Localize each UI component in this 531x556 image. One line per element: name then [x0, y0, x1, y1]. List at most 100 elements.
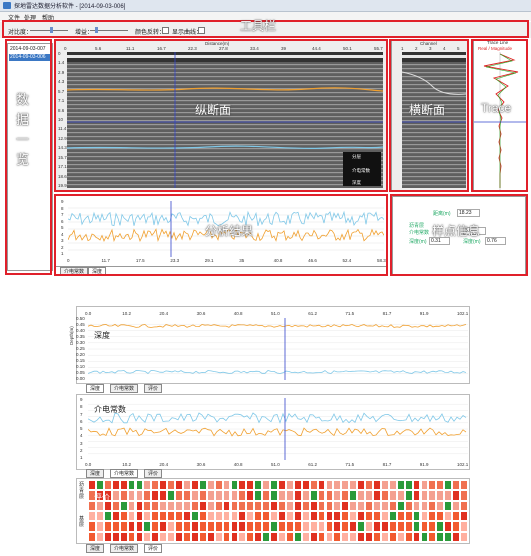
evaluation-cell[interactable]	[285, 500, 294, 511]
evaluation-cell[interactable]	[388, 490, 397, 501]
evaluation-cell[interactable]	[254, 521, 263, 532]
evaluation-cell[interactable]	[246, 521, 255, 532]
evaluation-cell[interactable]	[420, 500, 429, 511]
evaluation-cell[interactable]	[317, 500, 326, 511]
menu-process[interactable]: 处理	[24, 16, 37, 22]
evaluation-cell[interactable]	[396, 531, 405, 542]
evaluation-cell[interactable]	[301, 531, 310, 542]
data-list-item[interactable]: 2014-09-03-007	[10, 46, 46, 52]
evaluation-cell[interactable]	[262, 531, 271, 542]
evaluation-cell[interactable]	[428, 521, 437, 532]
evaluation-cell[interactable]	[333, 521, 342, 532]
evaluation-cell[interactable]	[88, 480, 96, 491]
evaluation-cell[interactable]	[119, 531, 128, 542]
evaluation-cell[interactable]	[111, 480, 120, 491]
evaluation-cell[interactable]	[317, 531, 326, 542]
evaluation-cell[interactable]	[301, 500, 310, 511]
evaluation-cell[interactable]	[151, 521, 160, 532]
evaluation-cell[interactable]	[341, 480, 350, 491]
evaluation-cell[interactable]	[143, 511, 152, 522]
evaluation-cell[interactable]	[198, 500, 207, 511]
evaluation-cell[interactable]	[460, 480, 468, 491]
evaluation-cell[interactable]	[341, 490, 350, 501]
depth-plot[interactable]	[88, 318, 468, 380]
evaluation-cell[interactable]	[159, 500, 168, 511]
evaluation-cell[interactable]	[88, 521, 96, 532]
evaluation-cell[interactable]	[436, 480, 445, 491]
evaluation-cell[interactable]	[119, 490, 128, 501]
evaluation-cell[interactable]	[167, 521, 176, 532]
evaluation-cell[interactable]	[254, 480, 263, 491]
evaluation-cell[interactable]	[278, 531, 286, 542]
evaluation-cell[interactable]	[365, 500, 373, 511]
evaluation-cell[interactable]	[222, 531, 231, 542]
evaluation-cell[interactable]	[230, 511, 239, 522]
evaluation-cell[interactable]	[198, 531, 207, 542]
evaluation-cell[interactable]	[357, 500, 366, 511]
evaluation-cell[interactable]	[95, 511, 104, 522]
evaluation-cell[interactable]	[206, 531, 215, 542]
data-list-item-selected[interactable]: 2014-09-03-006	[9, 54, 52, 61]
evaluation-cell[interactable]	[246, 500, 255, 511]
evaluation-cell[interactable]	[183, 500, 191, 511]
evaluation-cell[interactable]	[254, 500, 263, 511]
evaluation-cell[interactable]	[293, 500, 302, 511]
evaluation-cell[interactable]	[278, 521, 286, 532]
evaluation-cell[interactable]	[167, 490, 176, 501]
evaluation-cell[interactable]	[349, 490, 358, 501]
depth-tab-depth[interactable]: 深度	[86, 384, 105, 393]
evaluation-cell[interactable]	[325, 480, 334, 491]
evaluation-cell[interactable]	[270, 521, 278, 532]
evaluation-cell[interactable]	[198, 511, 207, 522]
evaluation-cell[interactable]	[460, 511, 468, 522]
evaluation-cell[interactable]	[222, 500, 231, 511]
evaluation-cell[interactable]	[183, 521, 191, 532]
evaluation-cell[interactable]	[373, 521, 381, 532]
evaluation-cell[interactable]	[270, 511, 278, 522]
evaluation-cell[interactable]	[127, 490, 136, 501]
evaluation-cell[interactable]	[317, 511, 326, 522]
evaluation-cell[interactable]	[325, 490, 334, 501]
evaluation-cell[interactable]	[420, 511, 429, 522]
evaluation-cell[interactable]	[388, 480, 397, 491]
evaluation-cell[interactable]	[238, 511, 247, 522]
evaluation-cell[interactable]	[365, 490, 373, 501]
evaluation-cell[interactable]	[309, 521, 318, 532]
evaluation-cell[interactable]	[380, 500, 389, 511]
evaluation-cell[interactable]	[333, 511, 342, 522]
evaluation-cell[interactable]	[460, 500, 468, 511]
evaluation-cell[interactable]	[143, 490, 152, 501]
evaluation-cell[interactable]	[127, 500, 136, 511]
evaluation-cell[interactable]	[278, 511, 286, 522]
evaluation-cell[interactable]	[380, 490, 389, 501]
gain-slider-thumb[interactable]	[95, 27, 98, 33]
evaluation-cell[interactable]	[183, 480, 191, 491]
evaluation-cell[interactable]	[183, 531, 191, 542]
evaluation-cell[interactable]	[198, 521, 207, 532]
evaluation-cell[interactable]	[214, 531, 223, 542]
evaluation-cell[interactable]	[357, 521, 366, 532]
evaluation-cell[interactable]	[175, 511, 183, 522]
evaluation-cell[interactable]	[357, 511, 366, 522]
evaluation-cell[interactable]	[214, 500, 223, 511]
evaluation-cell[interactable]	[285, 531, 294, 542]
longitudinal-radargram[interactable]	[67, 52, 383, 188]
evaluation-cell[interactable]	[230, 490, 239, 501]
evaluation-cell[interactable]	[293, 490, 302, 501]
evaluation-cell[interactable]	[404, 521, 413, 532]
evaluation-cell[interactable]	[373, 511, 381, 522]
show-curve-checkbox[interactable]	[198, 27, 205, 34]
evaluation-cell[interactable]	[388, 500, 397, 511]
evaluation-cell[interactable]	[206, 490, 215, 501]
evaluation-cell[interactable]	[452, 480, 461, 491]
evaluation-cell[interactable]	[404, 500, 413, 511]
evaluation-cell[interactable]	[214, 511, 223, 522]
evaluation-cell[interactable]	[444, 531, 453, 542]
evaluation-cell[interactable]	[317, 490, 326, 501]
evaluation-cell[interactable]	[349, 511, 358, 522]
evaluation-cell[interactable]	[103, 490, 112, 501]
evaluation-cell[interactable]	[444, 500, 453, 511]
evaluation-cell[interactable]	[190, 500, 199, 511]
dielectric-tab-dielectric[interactable]: 介电常数	[110, 469, 139, 478]
evaluation-cell[interactable]	[380, 480, 389, 491]
